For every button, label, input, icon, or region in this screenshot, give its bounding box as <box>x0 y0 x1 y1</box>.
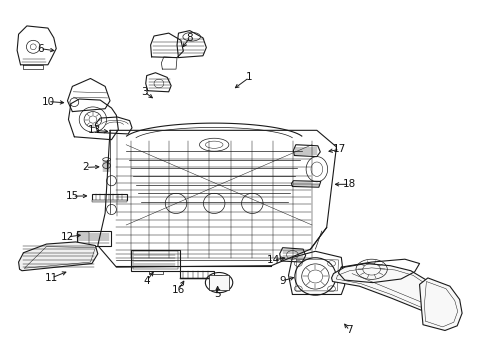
Text: 16: 16 <box>171 285 185 295</box>
Bar <box>149 271 163 274</box>
Text: 2: 2 <box>82 162 89 172</box>
Text: 6: 6 <box>37 44 43 54</box>
Bar <box>180 271 214 278</box>
Text: 18: 18 <box>342 179 356 189</box>
Text: 3: 3 <box>141 87 147 97</box>
Text: 17: 17 <box>332 144 346 154</box>
Bar <box>77 231 110 246</box>
Text: 5: 5 <box>214 289 221 300</box>
Bar <box>133 251 178 269</box>
Text: 11: 11 <box>44 273 58 283</box>
Text: 13: 13 <box>87 125 101 135</box>
Bar <box>131 250 180 271</box>
Bar <box>92 194 127 200</box>
Bar <box>92 200 127 202</box>
Text: 10: 10 <box>41 96 54 107</box>
Bar <box>180 278 214 279</box>
Polygon shape <box>331 264 445 318</box>
Bar <box>78 232 89 245</box>
Bar <box>209 275 228 290</box>
Text: 14: 14 <box>266 255 280 265</box>
Polygon shape <box>19 242 98 271</box>
Text: 12: 12 <box>61 232 74 242</box>
Text: 9: 9 <box>279 276 285 286</box>
Text: 4: 4 <box>143 276 150 286</box>
Text: 1: 1 <box>245 72 252 82</box>
Text: 7: 7 <box>346 325 352 336</box>
Polygon shape <box>419 278 461 330</box>
Text: 8: 8 <box>186 33 193 43</box>
Text: 15: 15 <box>65 191 79 201</box>
